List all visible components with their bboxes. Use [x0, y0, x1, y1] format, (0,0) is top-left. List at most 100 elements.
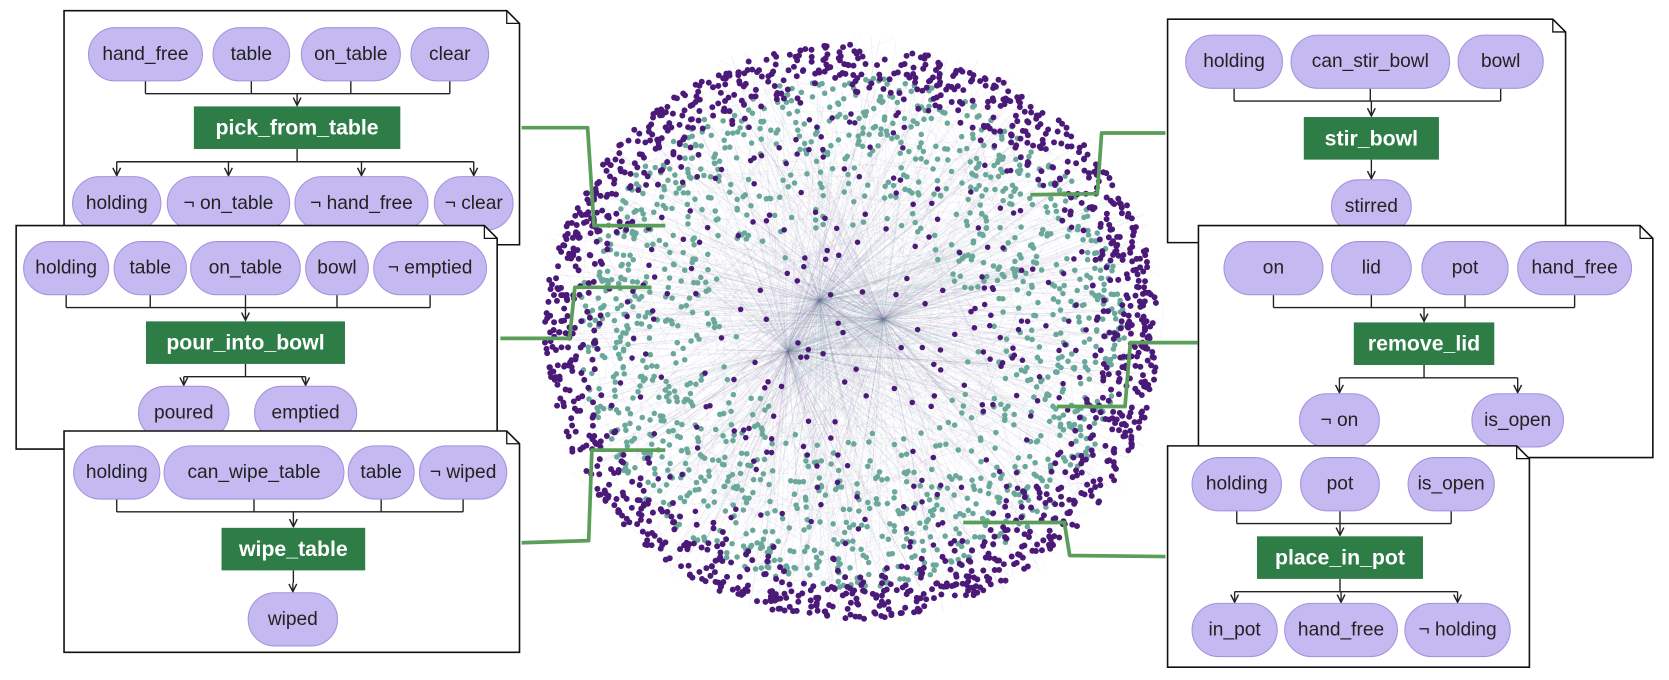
network-graph	[541, 34, 1168, 628]
node	[998, 530, 1004, 537]
node	[712, 175, 719, 182]
node	[913, 594, 920, 601]
node	[715, 82, 722, 89]
node	[836, 49, 843, 56]
predicate-pill	[1300, 457, 1380, 512]
node	[1018, 503, 1025, 510]
node	[591, 327, 598, 334]
node	[980, 259, 987, 266]
node	[587, 322, 593, 328]
node	[764, 558, 771, 565]
node	[555, 263, 562, 270]
node	[877, 131, 884, 138]
node	[1021, 565, 1028, 572]
edge	[667, 244, 846, 256]
node	[1009, 122, 1016, 129]
node	[1025, 119, 1032, 126]
node	[878, 592, 885, 599]
edge	[819, 299, 983, 416]
node	[944, 485, 951, 491]
edge	[819, 199, 1112, 301]
node	[1119, 302, 1126, 309]
node	[898, 563, 905, 570]
node	[573, 353, 580, 360]
edge	[787, 195, 1030, 352]
node	[681, 542, 688, 549]
node	[674, 419, 680, 426]
node	[758, 103, 765, 110]
node	[973, 155, 980, 162]
edge	[894, 271, 904, 417]
edge	[627, 347, 788, 352]
edge	[702, 146, 752, 309]
edge	[883, 319, 1039, 567]
node	[725, 94, 732, 101]
node	[834, 567, 841, 574]
node	[1115, 391, 1122, 398]
node	[711, 160, 718, 166]
edge	[819, 299, 1057, 380]
node	[655, 476, 662, 482]
node	[869, 430, 876, 437]
edge	[584, 350, 788, 403]
node	[1060, 412, 1067, 418]
node	[975, 225, 982, 231]
node	[1095, 499, 1102, 506]
node	[990, 401, 996, 408]
edge	[787, 180, 925, 352]
edge	[712, 150, 989, 311]
node	[1002, 503, 1009, 510]
edge	[720, 453, 1017, 581]
edge	[819, 299, 857, 413]
node	[962, 391, 969, 398]
node	[907, 544, 913, 550]
node	[801, 548, 808, 555]
node	[801, 140, 808, 147]
edge	[787, 351, 875, 535]
edge	[702, 351, 789, 548]
node	[1112, 316, 1119, 322]
edge	[721, 299, 820, 482]
node	[1018, 267, 1025, 274]
node	[901, 543, 907, 550]
edge	[616, 179, 704, 471]
node	[646, 262, 652, 269]
node	[670, 138, 677, 145]
node	[1099, 316, 1106, 322]
node	[925, 78, 932, 85]
node	[729, 540, 735, 547]
node	[790, 63, 797, 70]
node	[1004, 512, 1011, 519]
node	[793, 73, 800, 80]
node	[902, 80, 909, 87]
node	[1106, 221, 1113, 228]
edge	[734, 318, 884, 322]
node	[574, 205, 581, 212]
node	[716, 323, 722, 330]
edge	[787, 281, 895, 352]
edge	[883, 190, 902, 320]
node	[749, 557, 756, 564]
edge	[819, 299, 1015, 488]
edge	[756, 116, 1039, 517]
node	[984, 244, 991, 250]
node	[936, 71, 943, 78]
node	[1058, 501, 1065, 508]
edge	[789, 202, 884, 320]
node	[982, 162, 988, 169]
edge	[641, 350, 788, 467]
node	[1053, 331, 1059, 338]
edge	[787, 174, 983, 352]
node	[1088, 237, 1095, 244]
edge	[883, 319, 894, 397]
node	[1061, 207, 1068, 214]
edge	[727, 106, 789, 352]
node	[1015, 305, 1022, 311]
node	[996, 468, 1003, 475]
edge	[806, 152, 884, 320]
node	[757, 545, 764, 552]
node	[695, 88, 702, 95]
node	[741, 131, 747, 138]
edge	[705, 299, 820, 541]
node	[626, 519, 633, 526]
